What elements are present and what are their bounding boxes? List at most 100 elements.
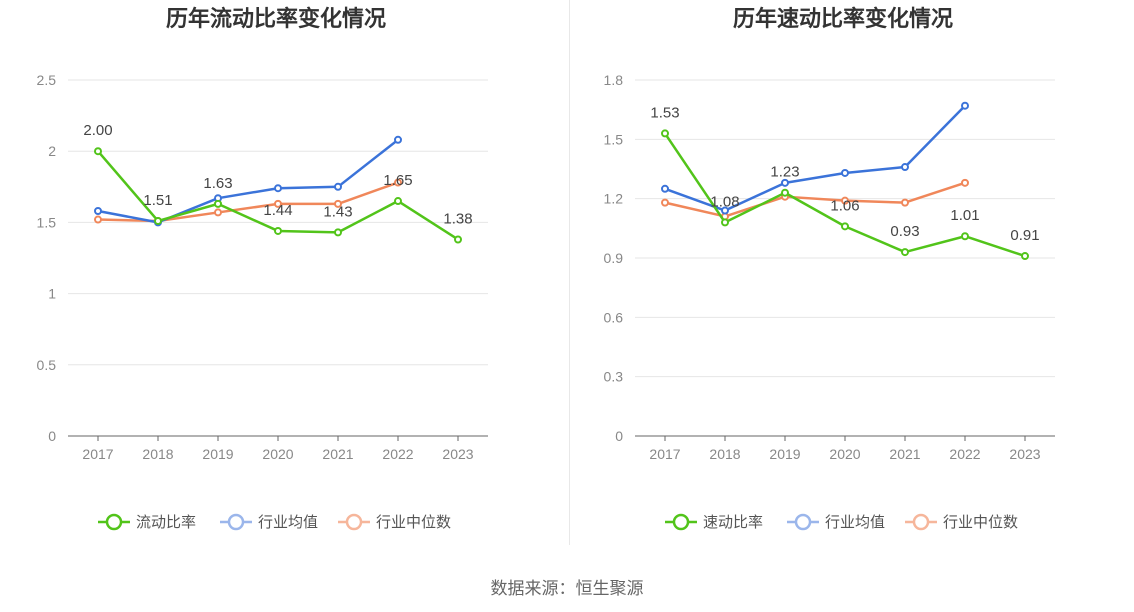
- data-point: [961, 232, 969, 241]
- y-tick-label: 2.5: [37, 72, 57, 88]
- legend-marker-icon: [105, 513, 123, 531]
- series-line-2: [664, 181, 966, 218]
- legend-item-2: 行业中位数: [338, 513, 451, 531]
- legend-label: 流动比率: [136, 514, 196, 531]
- legend-label: 行业均值: [825, 514, 885, 531]
- data-source-note: 数据来源：恒生聚源: [490, 579, 644, 598]
- x-tick-label: 2021: [322, 446, 353, 462]
- x-tick-label: 2020: [829, 446, 860, 462]
- x-tick-label: 2022: [382, 446, 413, 462]
- data-label: 1.01: [950, 207, 979, 224]
- data-point: [394, 178, 402, 187]
- data-point: [901, 198, 909, 207]
- legend-label: 行业中位数: [376, 514, 451, 531]
- y-tick-label: 1.5: [37, 214, 57, 230]
- series-line-1: [97, 138, 399, 224]
- data-point: [901, 248, 909, 257]
- data-point: [394, 135, 402, 144]
- data-label: 1.06: [830, 197, 859, 214]
- x-tick-label: 2023: [442, 446, 473, 462]
- data-point: [661, 198, 669, 207]
- data-point: [901, 163, 909, 172]
- data-point: [334, 182, 342, 191]
- x-tick-label: 2019: [202, 446, 233, 462]
- data-point: [454, 235, 462, 244]
- data-point: [214, 199, 222, 208]
- data-label: 1.08: [710, 193, 739, 210]
- data-label: 1.23: [770, 164, 799, 181]
- x-tick-label: 2017: [649, 446, 680, 462]
- y-tick-label: 1.5: [604, 131, 624, 147]
- legend-item-2: 行业中位数: [905, 513, 1018, 531]
- quick-ratio-chart: 历年速动比率变化情况 0 0.3 0.6 0.9 1.2 1.5 1.8 2017 2018 201…: [567, 0, 1134, 560]
- data-point: [781, 188, 789, 197]
- x-tick-label: 2021: [889, 446, 920, 462]
- data-point: [841, 168, 849, 177]
- data-point: [334, 199, 342, 208]
- legend-item-1: 行业均值: [220, 513, 318, 531]
- data-label: 0.91: [1010, 227, 1039, 244]
- y-tick-label: 1: [48, 286, 56, 302]
- data-label: 1.53: [650, 104, 679, 121]
- x-tick-label: 2018: [709, 446, 740, 462]
- x-tick-label: 2020: [262, 446, 293, 462]
- data-label: 1.51: [143, 192, 172, 209]
- y-tick-label: 0: [48, 428, 56, 444]
- x-tick-label: 2019: [769, 446, 800, 462]
- data-point: [94, 147, 102, 156]
- data-point: [394, 197, 402, 206]
- data-point: [214, 208, 222, 217]
- y-tick-label: 0.5: [37, 357, 57, 373]
- legend-item-1: 行业均值: [787, 513, 885, 531]
- x-tick-label: 2017: [82, 446, 113, 462]
- data-point: [661, 184, 669, 193]
- legend-label: 行业均值: [258, 514, 318, 531]
- data-point: [94, 207, 102, 216]
- legend-item-0: 流动比率: [98, 513, 196, 531]
- legend-label: 行业中位数: [943, 514, 1018, 531]
- data-label: 1.63: [203, 175, 232, 192]
- x-tick-label: 2022: [949, 446, 980, 462]
- current-ratio-chart-svg: 历年流动比率变化情况 0 0.5 1 1.5 2 2.5 2017 2018 2019 2020 20…: [37, 6, 488, 531]
- chart-title: 历年流动比率变化情况: [166, 6, 386, 31]
- legend-item-0: 速动比率: [665, 513, 763, 531]
- y-tick-label: 0: [615, 428, 623, 444]
- data-point: [841, 222, 849, 231]
- data-point: [94, 215, 102, 224]
- x-tick-label: 2023: [1009, 446, 1040, 462]
- legend-marker-icon: [912, 513, 930, 531]
- data-label: 1.44: [263, 202, 292, 219]
- data-label: 2.00: [83, 122, 112, 139]
- data-point: [781, 178, 789, 187]
- data-point: [334, 228, 342, 237]
- data-point: [274, 199, 282, 208]
- legend-label: 速动比率: [703, 514, 763, 531]
- data-point: [661, 129, 669, 138]
- data-point: [961, 101, 969, 110]
- data-point: [721, 206, 729, 215]
- quick-ratio-chart-svg: 历年速动比率变化情况 0 0.3 0.6 0.9 1.2 1.5 1.8 2017 2018 201…: [604, 6, 1055, 531]
- data-point: [274, 226, 282, 235]
- current-ratio-chart: 历年流动比率变化情况 0 0.5 1 1.5 2 2.5 2017 2018 2019 2020 20…: [0, 0, 567, 560]
- legend-marker-icon: [672, 513, 690, 531]
- data-label: 1.65: [383, 172, 412, 189]
- data-point: [154, 216, 162, 225]
- data-point: [1021, 252, 1029, 261]
- y-tick-label: 0.3: [604, 369, 624, 385]
- legend-marker-icon: [227, 513, 245, 531]
- data-label: 1.43: [323, 203, 352, 220]
- x-tick-label: 2018: [142, 446, 173, 462]
- y-tick-label: 0.9: [604, 250, 624, 266]
- y-tick-label: 1.2: [604, 191, 624, 207]
- legend-marker-icon: [345, 513, 363, 531]
- data-point: [274, 184, 282, 193]
- chart-title: 历年速动比率变化情况: [733, 6, 953, 31]
- data-point: [721, 218, 729, 227]
- y-tick-label: 2: [48, 143, 56, 159]
- data-point: [841, 196, 849, 205]
- data-label: 0.93: [890, 223, 919, 240]
- data-label: 1.38: [443, 210, 472, 227]
- y-tick-label: 0.6: [604, 309, 624, 325]
- panel-divider: [569, 0, 570, 545]
- data-point: [961, 178, 969, 187]
